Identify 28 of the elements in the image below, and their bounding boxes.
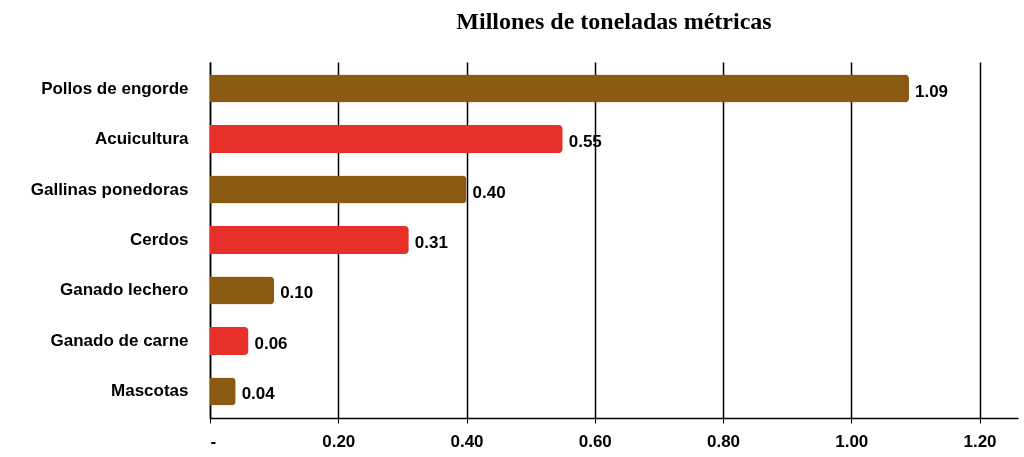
- chart-title: Millones de toneladas métricas: [456, 8, 772, 34]
- y-tick-label: Gallinas ponedoras: [30, 179, 189, 199]
- data-label: 1.09: [914, 81, 949, 101]
- x-tick-label: 0.80: [706, 431, 741, 451]
- x-tick-label: 0.40: [450, 431, 484, 451]
- bar: [210, 74, 909, 103]
- x-tick-label: 0.20: [322, 431, 356, 451]
- data-label: 0.04: [241, 384, 276, 404]
- x-tick-label: 0.60: [578, 431, 612, 451]
- y-tick-label: Cerdos: [129, 230, 189, 249]
- y-tick-label: Pollos de engorde: [41, 78, 189, 98]
- data-label: 0.40: [472, 182, 506, 202]
- data-label: 0.31: [414, 233, 448, 252]
- y-tick-label: Ganado lechero: [60, 280, 189, 300]
- data-label: 0.06: [254, 333, 288, 353]
- bar: [210, 226, 409, 254]
- x-tick-label: 1.00: [835, 431, 869, 451]
- bar: [210, 175, 467, 204]
- bar: [210, 327, 249, 355]
- bar: [210, 276, 275, 305]
- bar: [210, 125, 563, 153]
- y-tick-label: Mascotas: [111, 381, 189, 401]
- y-tick-label: Acuicultura: [94, 129, 190, 149]
- data-label: 0.10: [280, 283, 314, 303]
- y-tick-label: Ganado de carne: [50, 330, 189, 350]
- x-tick-label: -: [210, 431, 217, 451]
- x-tick-label: 1.20: [963, 431, 997, 451]
- bar: [210, 377, 236, 406]
